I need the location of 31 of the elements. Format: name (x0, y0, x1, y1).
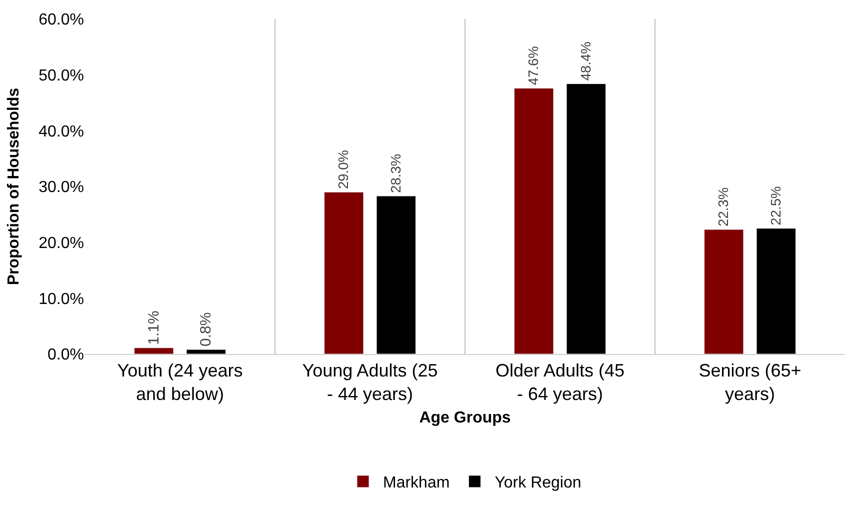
y-tick-label: 50.0% (38, 67, 84, 84)
bar (324, 192, 364, 354)
bar (704, 229, 744, 354)
bar (566, 84, 606, 354)
legend-label: Markham (383, 474, 450, 492)
y-tick-label: 20.0% (38, 234, 84, 252)
y-tick-label: 60.0% (38, 12, 84, 29)
bar (134, 348, 174, 354)
bar (186, 349, 226, 354)
data-label: 22.3% (715, 187, 732, 226)
x-tick-label: Seniors (65+ years) (698, 360, 802, 404)
bar (756, 228, 796, 354)
y-tick-label: 30.0% (38, 179, 84, 196)
legend-label: York Region (494, 474, 582, 492)
y-tick-label: 10.0% (38, 290, 84, 308)
data-label: 22.5% (767, 186, 784, 226)
x-axis-title: Age Groups (419, 410, 511, 427)
bar (376, 196, 416, 354)
data-label: 47.6% (525, 46, 542, 86)
y-axis-title: Proportion of Households (6, 88, 23, 286)
data-label: 29.0% (335, 150, 352, 190)
y-tick-label: 0.0% (48, 346, 84, 364)
data-label: 28.3% (387, 154, 404, 193)
bar (514, 88, 554, 354)
y-tick-label: 40.0% (38, 123, 84, 140)
x-tick-label: Youth (24 years and below) (117, 360, 243, 404)
data-label: 48.4% (577, 42, 594, 81)
x-tick-label: Older Adults (45 - 64 years) (495, 360, 625, 404)
x-tick-label: Young Adults (25 - 44 years) (302, 360, 438, 404)
data-label: 1.1% (145, 310, 162, 345)
data-label: 0.8% (198, 312, 215, 347)
